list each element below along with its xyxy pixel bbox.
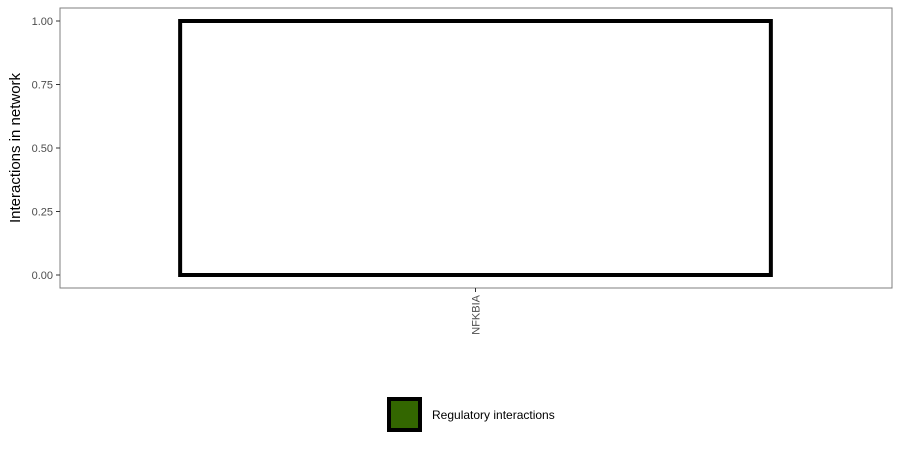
bar-nfkbia: [178, 19, 773, 277]
y-tick-label: 0.00: [32, 270, 53, 282]
legend-key: [387, 397, 422, 432]
bars: [178, 19, 773, 277]
y-tick-label: 0.25: [32, 207, 53, 219]
legend-label: Regulatory interactions: [432, 408, 555, 422]
y-tick-label: 1.00: [32, 16, 53, 28]
y-axis-label: Interactions in network: [7, 72, 24, 223]
x-axis: NFKBIA: [471, 288, 483, 335]
x-tick-label: NFKBIA: [471, 294, 483, 334]
legend: Regulatory interactions: [387, 397, 555, 432]
y-axis: 0.00 0.25 0.50 0.75 1.00: [32, 16, 60, 282]
y-tick-label: 0.75: [32, 80, 53, 92]
y-tick-label: 0.50: [32, 143, 53, 155]
